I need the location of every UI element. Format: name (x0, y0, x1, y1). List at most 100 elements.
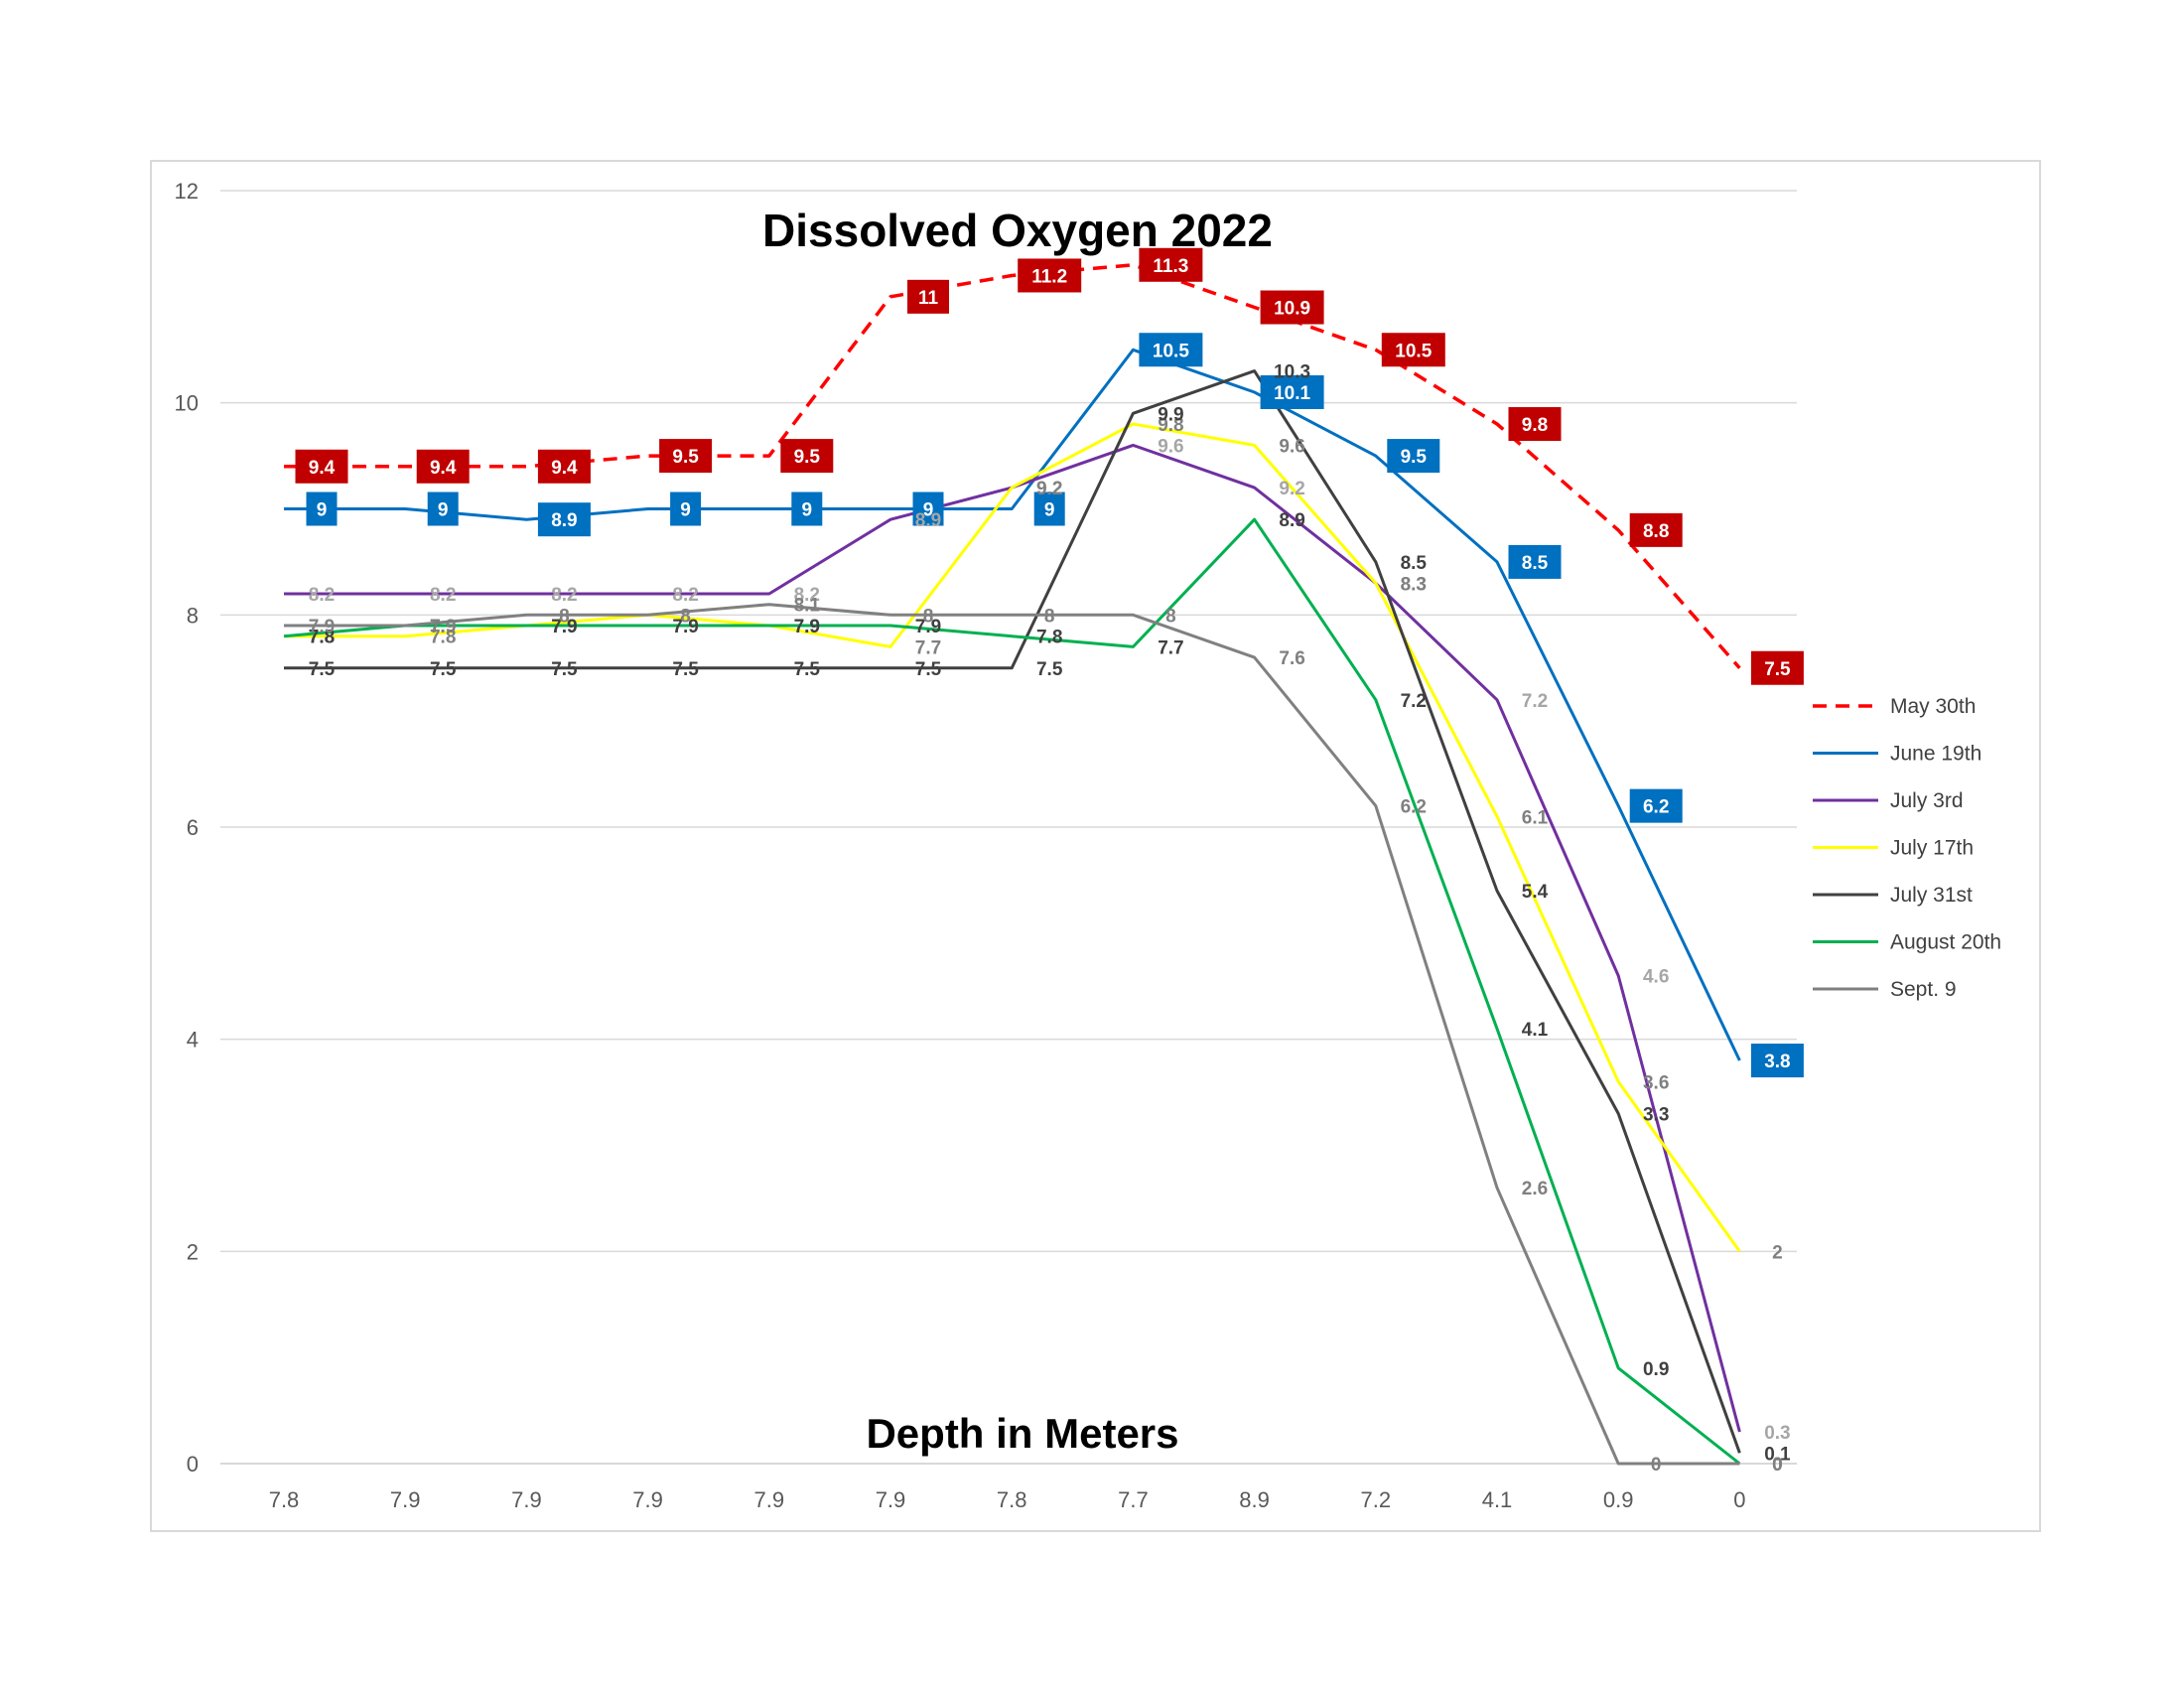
y-tick-label: 0 (187, 1452, 199, 1477)
data-label-sept-9: 7.9 (309, 617, 335, 637)
data-label-july-17th: 2 (1772, 1242, 1783, 1263)
data-label-july-3rd: 0.3 (1764, 1423, 1790, 1444)
data-label-value: 10.5 (1395, 341, 1432, 361)
data-label-box (1260, 290, 1324, 325)
legend-label: Sept. 9 (1890, 978, 1957, 1001)
series-line-sept-9 (284, 603, 1740, 1466)
series-line-june-19th (284, 348, 1741, 1061)
data-label-box (537, 449, 591, 484)
x-tick-label: 4.1 (1482, 1487, 1513, 1512)
legend: May 30th June 19th July 3rd July 17th July 3… (1813, 695, 2001, 1001)
data-label-box (1750, 1044, 1804, 1078)
legend-item-may-30th: May 30th (1813, 695, 1976, 718)
data-label-sept-9: 8 (680, 606, 691, 627)
data-label-value: 9.4 (309, 458, 336, 479)
series-line-august-20th (283, 517, 1741, 1466)
data-label-may-30th: 9.4 (537, 449, 591, 484)
data-label-may-30th: 10.5 (1381, 333, 1445, 367)
data-label-august-20th: 4.1 (1522, 1020, 1549, 1041)
data-label-value: 11.2 (1031, 266, 1067, 287)
data-label-july-31st: 7.5 (430, 659, 457, 680)
data-label-july-31st: 5.4 (1522, 882, 1549, 903)
data-label-june-19th: 8.9 (537, 502, 591, 537)
data-label-july-3rd: 9.2 (1036, 479, 1062, 499)
data-label-july-31st: 7.5 (915, 659, 942, 680)
data-label-august-20th: 8.9 (1279, 510, 1304, 531)
data-label-august-20th: 7.8 (309, 628, 335, 648)
data-label-value: 8.9 (551, 510, 577, 531)
legend-label: August 20th (1890, 931, 2001, 954)
data-label-august-20th: 7.9 (672, 617, 698, 637)
series-line-may-30th (284, 263, 1741, 669)
data-label-august-20th: 0.9 (1643, 1359, 1669, 1380)
data-label-august-20th: 0 (1772, 1455, 1783, 1476)
x-tick-label: 7.8 (269, 1487, 300, 1512)
legend-label: June 19th (1890, 743, 1981, 766)
data-label-june-19th: 9 (912, 492, 944, 526)
data-label-august-20th: 7.9 (551, 617, 577, 637)
data-label-july-3rd: 8.9 (915, 510, 941, 531)
data-label-july-17th: 7.8 (430, 628, 456, 648)
data-label-june-19th: 9.5 (1387, 439, 1440, 474)
data-label-value: 3.8 (1764, 1052, 1790, 1072)
data-label-june-19th: 9 (427, 492, 459, 526)
data-label-box (1629, 512, 1683, 547)
x-tick-label: 7.9 (511, 1487, 542, 1512)
data-label-august-20th: 7.9 (915, 617, 941, 637)
x-tick-label: 8.9 (1239, 1487, 1270, 1512)
x-tick-label: 0 (1733, 1487, 1745, 1512)
legend-label: July 17th (1890, 837, 1974, 860)
data-label-may-30th: 11.2 (1018, 258, 1082, 293)
data-label-sept-9: 8.1 (794, 596, 821, 617)
x-tick-label: 7.8 (997, 1487, 1027, 1512)
y-tick-label: 8 (187, 603, 199, 628)
data-label-value: 9.5 (672, 447, 699, 468)
data-label-july-31st: 9.9 (1158, 404, 1183, 425)
gridlines (220, 190, 1797, 1253)
data-label-may-30th: 11.3 (1139, 247, 1203, 282)
data-label-july-31st: 10.3 (1274, 362, 1310, 383)
data-label-sept-9: 7.6 (1279, 648, 1304, 669)
data-label-may-30th: 8.8 (1629, 512, 1683, 547)
data-label-box (907, 279, 949, 314)
legend-item-august-20th: August 20th (1813, 931, 2001, 954)
chart-title: Dissolved Oxygen 2022 (762, 205, 1273, 256)
data-label-sept-9: 6.2 (1401, 797, 1427, 818)
data-label-july-31st: 7.5 (551, 659, 578, 680)
data-label-value: 9.4 (430, 458, 457, 479)
x-tick-label: 7.9 (754, 1487, 785, 1512)
data-label-sept-9: 8 (923, 606, 934, 627)
data-label-sept-9: 0 (1772, 1455, 1783, 1476)
data-label-july-31st: 8.5 (1401, 553, 1428, 574)
x-tick-label: 7.2 (1361, 1487, 1392, 1512)
y-tick-label: 4 (187, 1028, 199, 1053)
data-label-august-20th: 7.8 (1036, 628, 1062, 648)
data-label-july-31st: 7.5 (309, 659, 336, 680)
data-label-box (416, 449, 470, 484)
data-label-value: 10.1 (1274, 383, 1310, 404)
data-label-sept-9: 2.6 (1522, 1179, 1548, 1199)
y-tick-label: 6 (187, 815, 199, 840)
data-label-june-19th: 9 (306, 492, 338, 526)
data-label-june-19th: 10.5 (1139, 333, 1203, 367)
data-label-box (427, 492, 459, 526)
legend-item-july-17th: July 17th (1813, 837, 1974, 860)
legend-item-july-3rd: July 3rd (1813, 789, 1964, 812)
data-label-value: 9.4 (551, 458, 578, 479)
data-label-july-3rd: 9.6 (1158, 436, 1183, 457)
chart-area-border (150, 160, 2041, 1532)
data-label-july-31st: 3.3 (1643, 1104, 1669, 1125)
data-label-value: 9 (923, 500, 934, 521)
data-label-july-17th: 6.1 (1522, 807, 1549, 828)
data-label-box (1750, 650, 1804, 685)
data-label-value: 9 (438, 500, 449, 521)
series-line-july-31st (284, 369, 1741, 1454)
data-label-box (791, 492, 823, 526)
data-label-july-17th: 8.3 (1401, 574, 1427, 595)
data-label-august-20th: 7.9 (430, 617, 456, 637)
data-label-august-20th: 7.2 (1401, 691, 1427, 712)
data-label-sept-9: 0 (1651, 1455, 1662, 1476)
x-tick-label: 7.9 (876, 1487, 906, 1512)
data-label-box (1139, 333, 1203, 367)
data-label-box (1508, 407, 1562, 442)
